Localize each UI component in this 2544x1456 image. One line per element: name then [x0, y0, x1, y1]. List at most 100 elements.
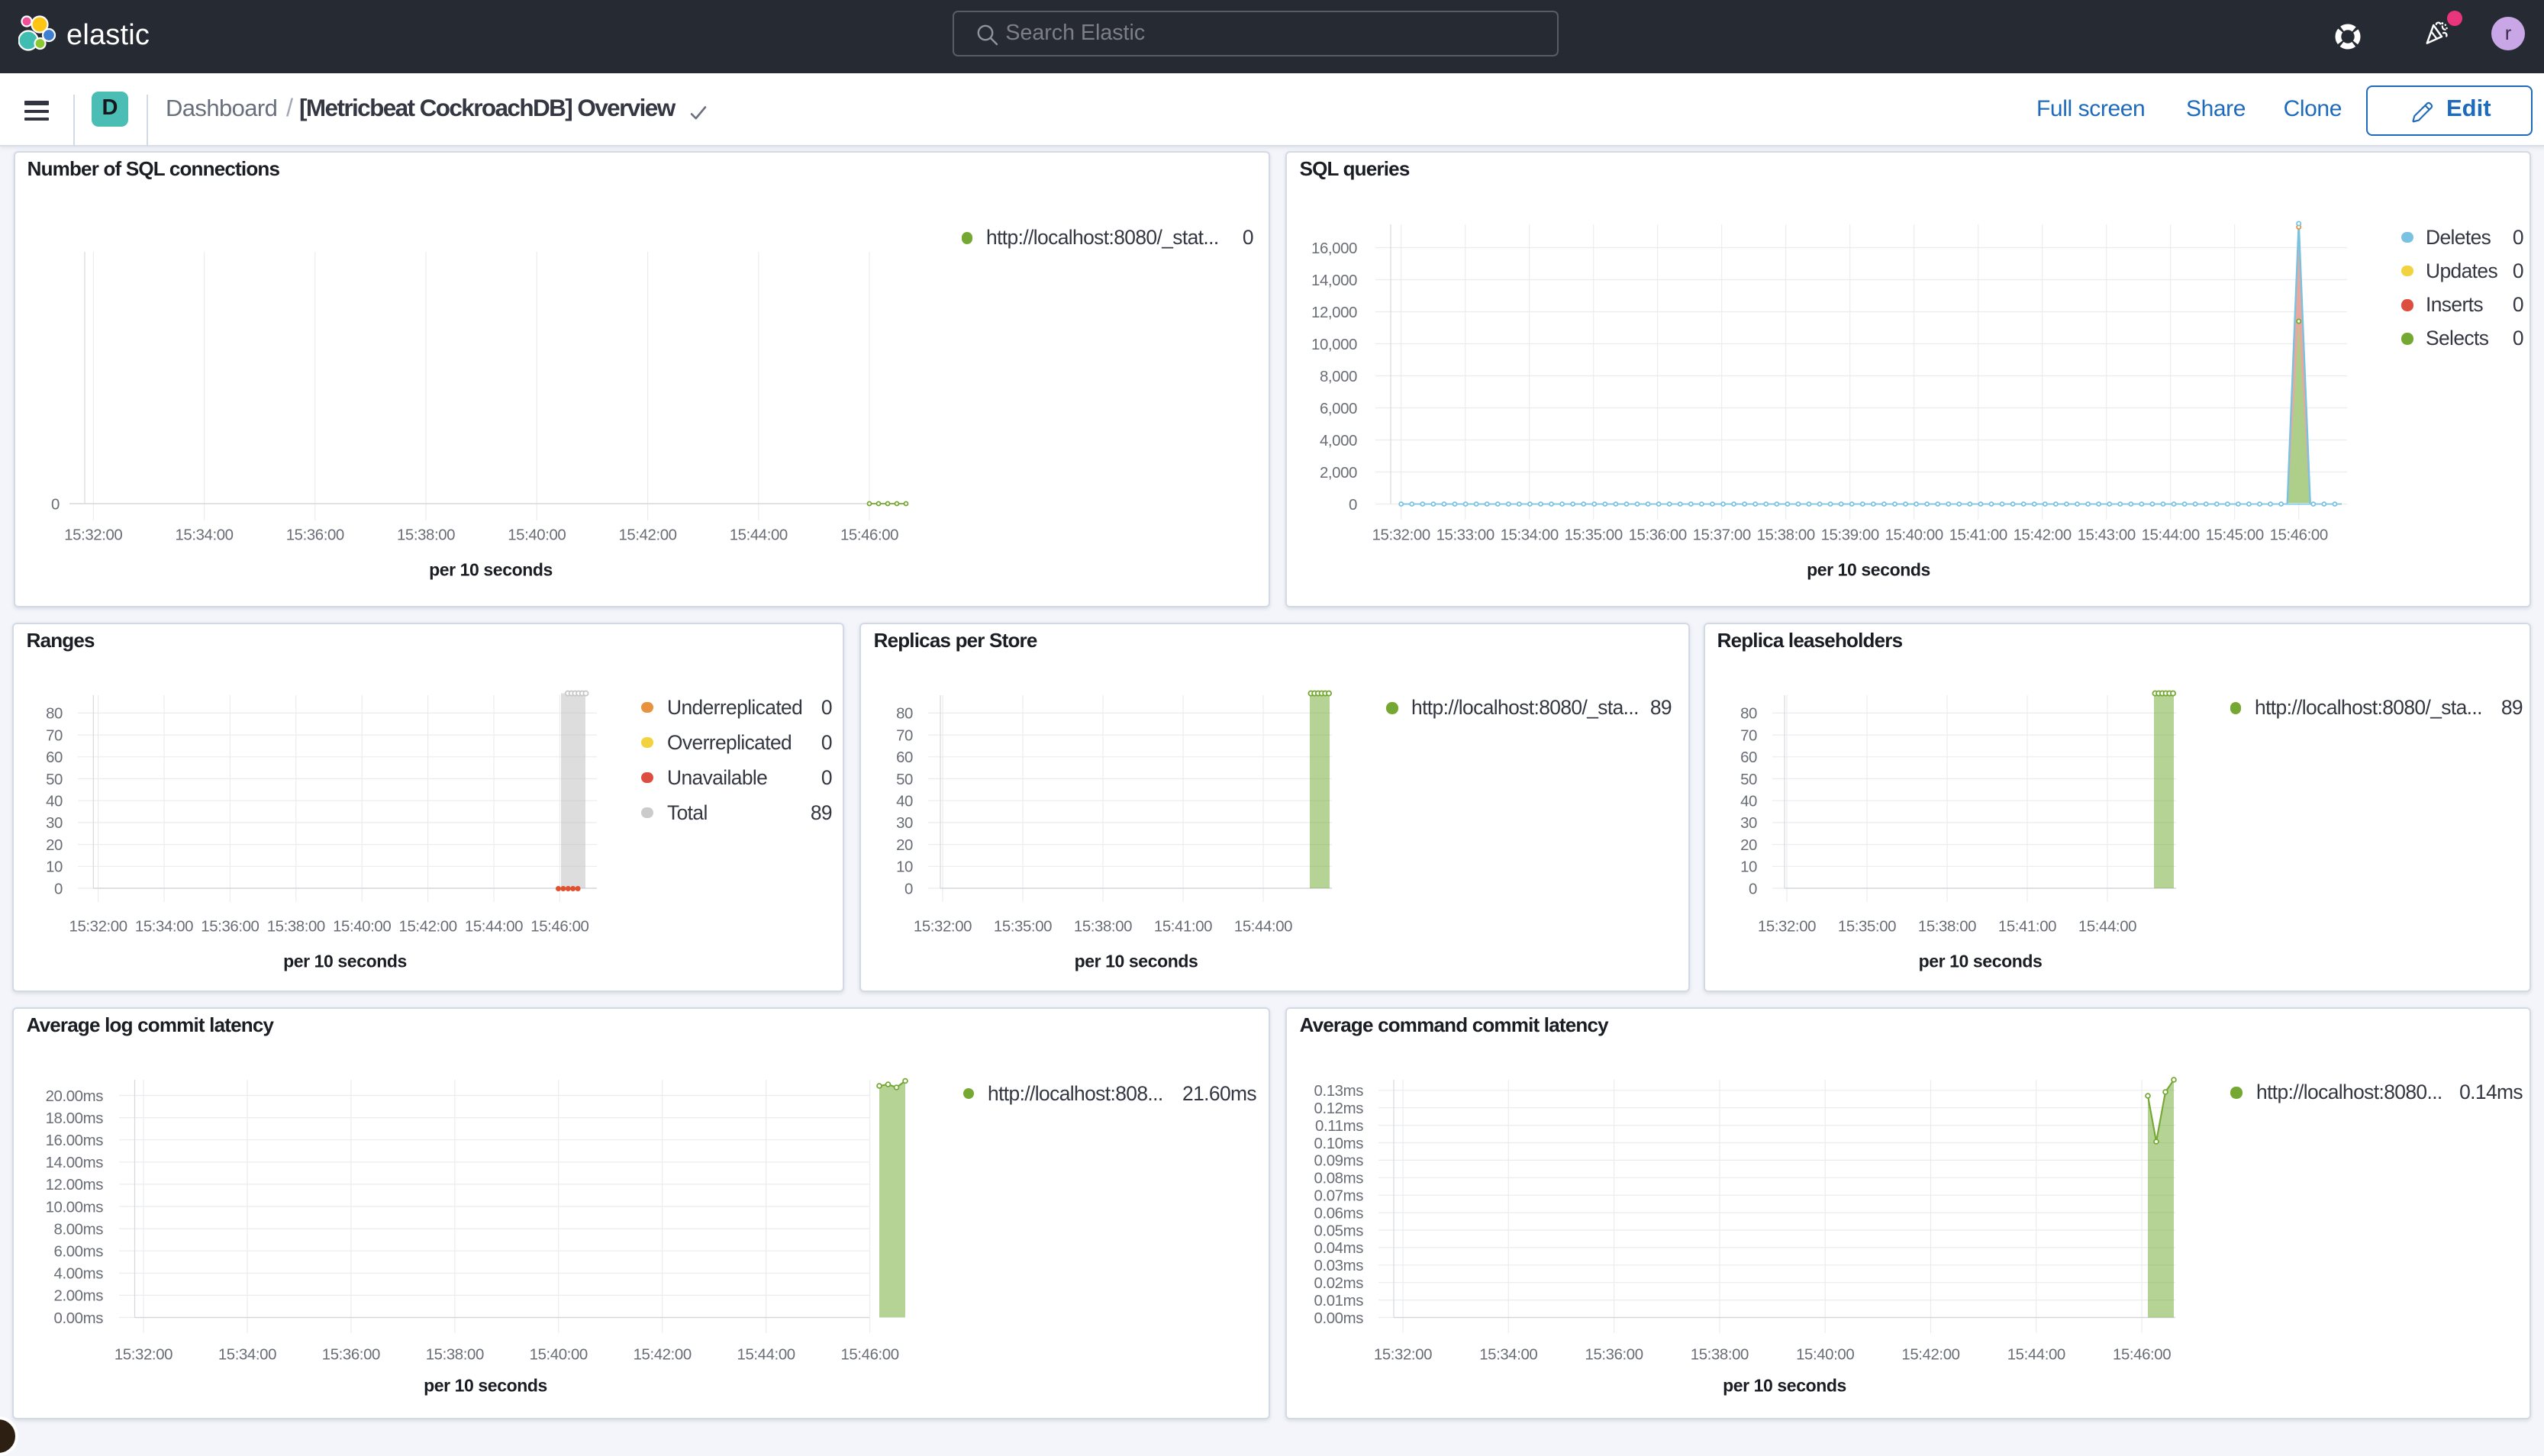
svg-text:20: 20: [1740, 837, 1756, 854]
svg-text:0.09ms: 0.09ms: [1314, 1153, 1364, 1170]
svg-text:15:38:00: 15:38:00: [396, 527, 454, 543]
svg-text:15:38:00: 15:38:00: [1691, 1346, 1749, 1363]
svg-text:80: 80: [46, 706, 63, 723]
svg-text:30: 30: [46, 815, 63, 832]
svg-text:0.11ms: 0.11ms: [1315, 1118, 1363, 1135]
svg-text:60: 60: [46, 749, 63, 766]
svg-text:15:38:00: 15:38:00: [267, 918, 325, 935]
svg-text:15:37:00: 15:37:00: [1693, 527, 1751, 543]
svg-text:0: 0: [1748, 881, 1756, 897]
svg-text:15:41:00: 15:41:00: [1949, 527, 2007, 543]
svg-text:0.10ms: 0.10ms: [1314, 1135, 1364, 1152]
svg-text:20.00ms: 20.00ms: [46, 1088, 104, 1105]
svg-text:15:34:00: 15:34:00: [218, 1346, 276, 1363]
svg-text:0: 0: [904, 881, 913, 897]
svg-text:10,000: 10,000: [1311, 337, 1357, 353]
svg-text:0.01ms: 0.01ms: [1314, 1293, 1364, 1309]
svg-text:per 10 seconds: per 10 seconds: [1807, 559, 1930, 579]
svg-text:15:44:00: 15:44:00: [2078, 918, 2136, 935]
svg-text:per 10 seconds: per 10 seconds: [1723, 1375, 1846, 1395]
svg-text:0: 0: [50, 496, 59, 513]
svg-text:0.05ms: 0.05ms: [1314, 1222, 1364, 1239]
svg-text:15:43:00: 15:43:00: [2078, 527, 2136, 543]
svg-text:15:39:00: 15:39:00: [1821, 527, 1879, 543]
svg-text:15:44:00: 15:44:00: [465, 918, 523, 935]
svg-text:15:46:00: 15:46:00: [530, 918, 588, 935]
svg-text:12,000: 12,000: [1311, 304, 1357, 321]
svg-text:40: 40: [46, 794, 63, 810]
svg-text:0: 0: [1349, 497, 1357, 514]
svg-text:15:40:00: 15:40:00: [1796, 1346, 1854, 1363]
svg-text:18.00ms: 18.00ms: [46, 1110, 104, 1127]
svg-text:per 10 seconds: per 10 seconds: [424, 1375, 547, 1395]
svg-text:8.00ms: 8.00ms: [54, 1221, 104, 1238]
svg-text:50: 50: [896, 771, 913, 788]
svg-text:15:34:00: 15:34:00: [135, 918, 193, 935]
svg-text:15:44:00: 15:44:00: [737, 1346, 795, 1363]
svg-text:70: 70: [896, 727, 913, 744]
svg-text:6.00ms: 6.00ms: [54, 1244, 104, 1261]
svg-text:60: 60: [896, 749, 913, 766]
svg-text:15:32:00: 15:32:00: [69, 918, 127, 935]
svg-text:10: 10: [896, 859, 913, 876]
svg-text:0.08ms: 0.08ms: [1314, 1171, 1364, 1187]
svg-text:15:42:00: 15:42:00: [1901, 1346, 1959, 1363]
svg-text:15:38:00: 15:38:00: [1074, 918, 1132, 935]
svg-text:15:34:00: 15:34:00: [1479, 1346, 1537, 1363]
svg-text:15:41:00: 15:41:00: [1154, 918, 1212, 935]
svg-text:15:32:00: 15:32:00: [914, 918, 972, 935]
svg-text:15:40:00: 15:40:00: [530, 1346, 588, 1363]
svg-text:50: 50: [46, 771, 63, 788]
svg-text:0.00ms: 0.00ms: [54, 1310, 104, 1327]
svg-text:0.07ms: 0.07ms: [1314, 1188, 1364, 1205]
svg-text:15:36:00: 15:36:00: [285, 527, 343, 543]
svg-text:12.00ms: 12.00ms: [46, 1177, 104, 1193]
svg-text:per 10 seconds: per 10 seconds: [428, 559, 552, 579]
svg-text:15:38:00: 15:38:00: [1917, 918, 1975, 935]
svg-text:0.04ms: 0.04ms: [1314, 1240, 1364, 1257]
svg-text:15:35:00: 15:35:00: [1565, 527, 1623, 543]
svg-text:15:32:00: 15:32:00: [114, 1346, 173, 1363]
svg-text:15:46:00: 15:46:00: [840, 1346, 898, 1363]
svg-text:15:44:00: 15:44:00: [2007, 1346, 2065, 1363]
svg-text:15:42:00: 15:42:00: [399, 918, 457, 935]
svg-text:20: 20: [896, 837, 913, 854]
svg-text:2,000: 2,000: [1320, 465, 1357, 482]
svg-text:15:42:00: 15:42:00: [634, 1346, 692, 1363]
svg-text:14,000: 14,000: [1311, 272, 1357, 289]
svg-text:0.13ms: 0.13ms: [1314, 1083, 1364, 1100]
svg-text:10: 10: [1740, 859, 1756, 876]
svg-text:per 10 seconds: per 10 seconds: [283, 951, 407, 971]
svg-text:80: 80: [1740, 706, 1756, 723]
svg-text:0.00ms: 0.00ms: [1314, 1310, 1364, 1327]
svg-text:15:45:00: 15:45:00: [2206, 527, 2264, 543]
svg-text:2.00ms: 2.00ms: [54, 1288, 104, 1305]
svg-text:15:40:00: 15:40:00: [333, 918, 391, 935]
svg-text:16.00ms: 16.00ms: [46, 1132, 104, 1149]
svg-text:15:46:00: 15:46:00: [840, 527, 898, 543]
svg-text:per 10 seconds: per 10 seconds: [1918, 951, 2042, 971]
svg-text:15:36:00: 15:36:00: [322, 1346, 380, 1363]
svg-text:6,000: 6,000: [1320, 401, 1357, 417]
svg-text:15:32:00: 15:32:00: [63, 527, 121, 543]
svg-text:15:34:00: 15:34:00: [1501, 527, 1559, 543]
svg-text:15:44:00: 15:44:00: [2142, 527, 2200, 543]
svg-text:15:36:00: 15:36:00: [1585, 1346, 1643, 1363]
svg-text:15:34:00: 15:34:00: [174, 527, 232, 543]
svg-text:15:32:00: 15:32:00: [1372, 527, 1430, 543]
svg-text:15:46:00: 15:46:00: [2113, 1346, 2171, 1363]
svg-text:0.06ms: 0.06ms: [1314, 1205, 1364, 1222]
svg-text:0.02ms: 0.02ms: [1314, 1275, 1364, 1292]
svg-text:0.03ms: 0.03ms: [1314, 1258, 1364, 1274]
svg-text:per 10 seconds: per 10 seconds: [1075, 951, 1198, 971]
svg-text:0.12ms: 0.12ms: [1314, 1100, 1364, 1117]
svg-text:40: 40: [896, 794, 913, 810]
svg-text:15:36:00: 15:36:00: [1629, 527, 1687, 543]
svg-text:15:42:00: 15:42:00: [617, 527, 675, 543]
svg-text:15:35:00: 15:35:00: [994, 918, 1052, 935]
svg-text:10.00ms: 10.00ms: [46, 1199, 104, 1216]
svg-text:15:32:00: 15:32:00: [1757, 918, 1815, 935]
svg-text:10: 10: [46, 859, 63, 876]
svg-text:15:42:00: 15:42:00: [2014, 527, 2072, 543]
svg-text:70: 70: [1740, 727, 1756, 744]
